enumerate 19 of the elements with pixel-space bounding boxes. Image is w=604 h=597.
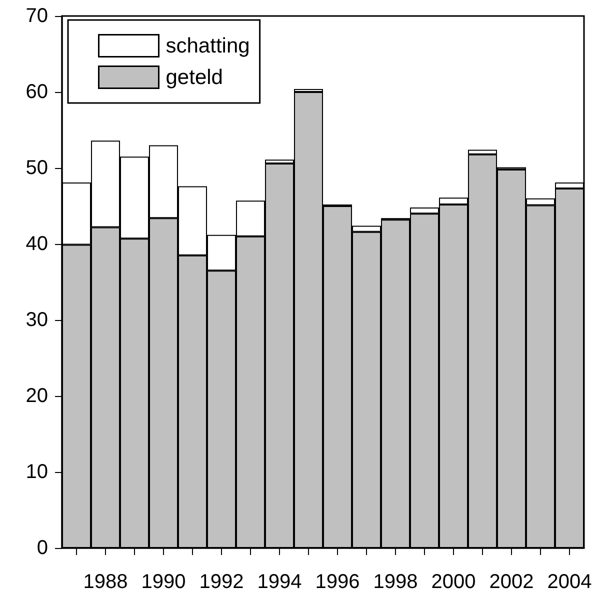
legend-label: schatting — [166, 34, 250, 58]
legend-label: geteld — [166, 66, 223, 89]
x-tick-label: 1992 — [199, 571, 244, 593]
x-tick-label: 1988 — [83, 571, 128, 593]
y-tick-label: 0 — [36, 537, 48, 559]
y-tick-label: 20 — [26, 385, 48, 407]
x-tick-label: 1994 — [257, 571, 302, 593]
y-tick-label: 40 — [26, 233, 48, 255]
y-tick-label: 30 — [26, 309, 48, 331]
x-tick-label: 2004 — [547, 571, 592, 593]
x-tick-label: 1990 — [141, 571, 186, 593]
y-tick-label: 50 — [26, 157, 48, 179]
x-tick-label: 1998 — [373, 571, 418, 593]
x-tick-label: 1996 — [315, 571, 360, 593]
x-tick-label: 2002 — [489, 571, 534, 593]
y-tick-label: 10 — [26, 461, 48, 483]
y-tick-label: 70 — [26, 5, 48, 27]
y-tick-label: 60 — [26, 81, 48, 103]
x-tick-label: 2000 — [431, 571, 476, 593]
